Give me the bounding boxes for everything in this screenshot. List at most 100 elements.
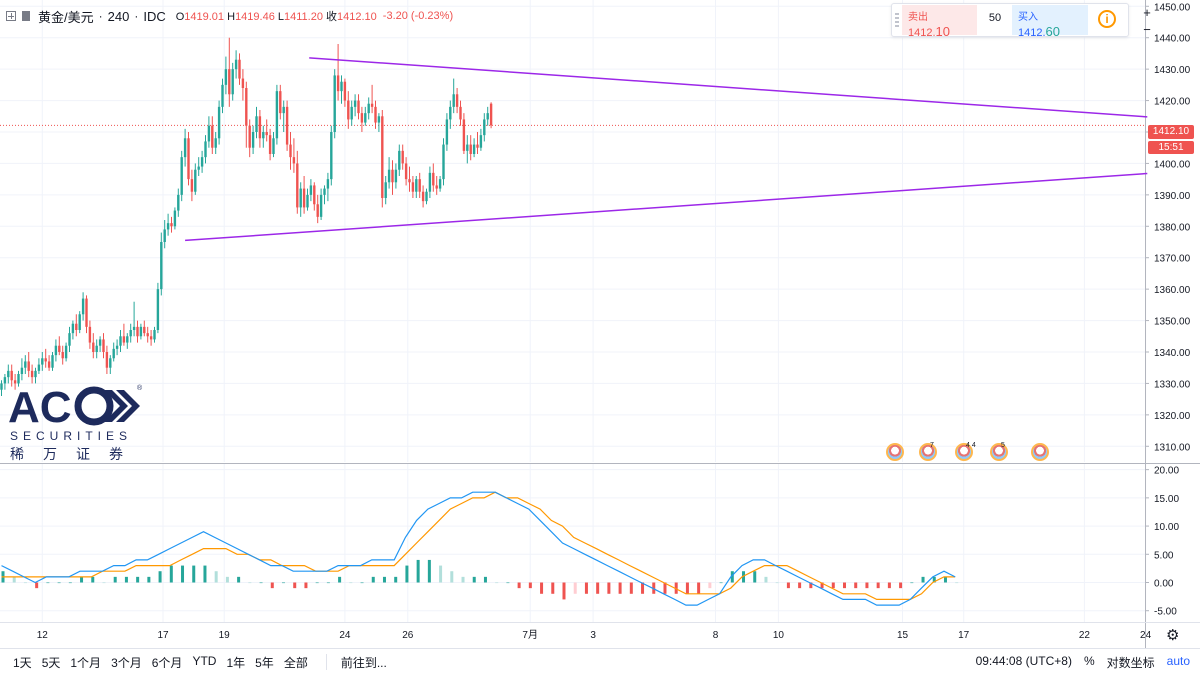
economic-event-flag-icon[interactable] <box>955 443 973 461</box>
range-button[interactable]: 1天 <box>13 655 32 670</box>
macd-histogram-bar <box>584 582 588 594</box>
goto-button[interactable]: 前往到... <box>340 655 387 670</box>
time-axis-label: 7月 <box>522 629 538 641</box>
macd-histogram-bar <box>181 565 185 583</box>
log-scale-toggle[interactable]: 对数坐标 <box>1106 656 1155 670</box>
range-button[interactable]: 5年 <box>255 655 274 670</box>
candle-body <box>302 188 306 208</box>
candle-body <box>449 106 452 120</box>
candle-body <box>357 100 360 114</box>
candle-body <box>187 138 190 180</box>
candle-body <box>85 298 88 327</box>
candle-body <box>370 103 374 107</box>
close-value: 1412.10 <box>337 11 377 23</box>
macd-histogram-bar <box>775 582 779 584</box>
price-axis-label: 1350.00 <box>1154 317 1191 328</box>
zoom-out-button[interactable]: − <box>1143 22 1151 37</box>
economic-event-flag-icon[interactable] <box>886 443 904 461</box>
flag-icon[interactable] <box>22 11 30 21</box>
range-button[interactable]: YTD <box>192 653 217 668</box>
macd-histogram-bar <box>23 582 27 584</box>
macd-histogram-bar <box>517 582 521 589</box>
candle-body <box>224 69 228 85</box>
candle-body <box>262 132 265 139</box>
macd-histogram-bar <box>495 582 499 584</box>
candle-body <box>119 336 122 346</box>
candle-body <box>489 103 493 126</box>
candle-body <box>428 172 432 192</box>
candle-body <box>3 377 7 384</box>
candle-body <box>24 361 27 368</box>
macd-histogram-bar <box>349 582 353 584</box>
candle-body <box>333 75 336 132</box>
logo-mark: AC ® <box>8 383 143 432</box>
info-icon[interactable]: i <box>1098 10 1116 28</box>
ohlc-values: O1419.01 H1419.46 L1411.20 收1412.10 <box>176 8 377 24</box>
drag-handle-icon[interactable] <box>895 13 899 29</box>
range-button[interactable]: 1个月 <box>70 655 102 670</box>
range-button[interactable]: 1年 <box>226 655 246 670</box>
macd-histogram-bar <box>248 582 252 584</box>
macd-histogram-bar <box>551 582 555 594</box>
add-indicator-icon[interactable] <box>6 11 16 21</box>
time-axis-label: 22 <box>1079 630 1091 641</box>
candle-body <box>265 132 268 136</box>
candle-body <box>248 125 251 148</box>
macd-axis-label: 20.00 <box>1154 466 1179 477</box>
candle-body <box>68 333 71 346</box>
macd-histogram-bar <box>427 559 431 583</box>
percent-scale-toggle[interactable]: % <box>1083 654 1095 668</box>
macd-histogram-bar <box>730 571 734 583</box>
range-button[interactable]: 全部 <box>283 655 308 670</box>
macd-axis-label: 0.00 <box>1154 579 1174 590</box>
macd-histogram-bar <box>80 576 84 583</box>
economic-event-flag-icon[interactable] <box>990 443 1008 461</box>
macd-histogram-bar <box>214 571 218 583</box>
range-button[interactable]: 6个月 <box>151 655 183 670</box>
price-axis-label: 1330.00 <box>1154 379 1191 390</box>
candle-body <box>472 144 476 154</box>
macd-histogram-bar <box>753 571 757 583</box>
macd-histogram-bar <box>472 576 476 583</box>
time-axis-label: 24 <box>339 630 351 641</box>
clock-timezone[interactable]: 09:44:08 (UTC+8) <box>975 654 1072 668</box>
zoom-in-button[interactable]: + <box>1143 5 1151 20</box>
economic-event-flag-icon[interactable] <box>919 443 937 461</box>
source-label[interactable]: IDC <box>143 8 166 24</box>
sell-button[interactable]: 卖出 1412.10 <box>902 5 977 39</box>
macd-histogram-bar <box>641 582 645 594</box>
range-button[interactable]: 3个月 <box>111 655 142 670</box>
economic-event-flag-icon[interactable] <box>1031 443 1049 461</box>
macd-histogram-bar <box>652 582 656 594</box>
candle-body <box>479 135 483 148</box>
candle-body <box>30 370 34 378</box>
macd-histogram-bar <box>685 582 689 594</box>
buy-button[interactable]: 买入 1412.60 <box>1012 5 1088 39</box>
candle-body <box>88 326 92 343</box>
candle-body <box>360 113 364 123</box>
settings-gear-icon[interactable]: ⚙ <box>1166 627 1180 644</box>
candle-body <box>282 106 285 114</box>
macd-histogram-bar <box>483 576 487 583</box>
auto-scale-toggle[interactable]: auto <box>1166 654 1190 668</box>
candle-body <box>272 138 275 154</box>
interval-label[interactable]: 240 <box>107 8 130 24</box>
macd-histogram-bar <box>113 576 117 583</box>
candle-body <box>17 374 20 384</box>
candle-body <box>326 179 330 189</box>
macd-histogram-bar <box>382 576 386 583</box>
range-button[interactable]: 5天 <box>41 655 61 670</box>
macd-histogram-bar <box>663 582 667 594</box>
macd-histogram-bar <box>35 582 39 589</box>
time-axis-label: 8 <box>713 630 719 641</box>
macd-histogram-bar <box>394 576 398 583</box>
candle-body <box>313 185 316 205</box>
macd-histogram-bar <box>136 576 140 583</box>
macd-histogram-bar <box>282 582 285 584</box>
macd-histogram-bar <box>798 582 802 589</box>
macd-histogram-bar <box>899 582 903 589</box>
candle-body <box>207 125 211 142</box>
time-axis-label: 12 <box>37 630 49 641</box>
symbol-name[interactable]: 黄金/美元 <box>38 9 94 25</box>
